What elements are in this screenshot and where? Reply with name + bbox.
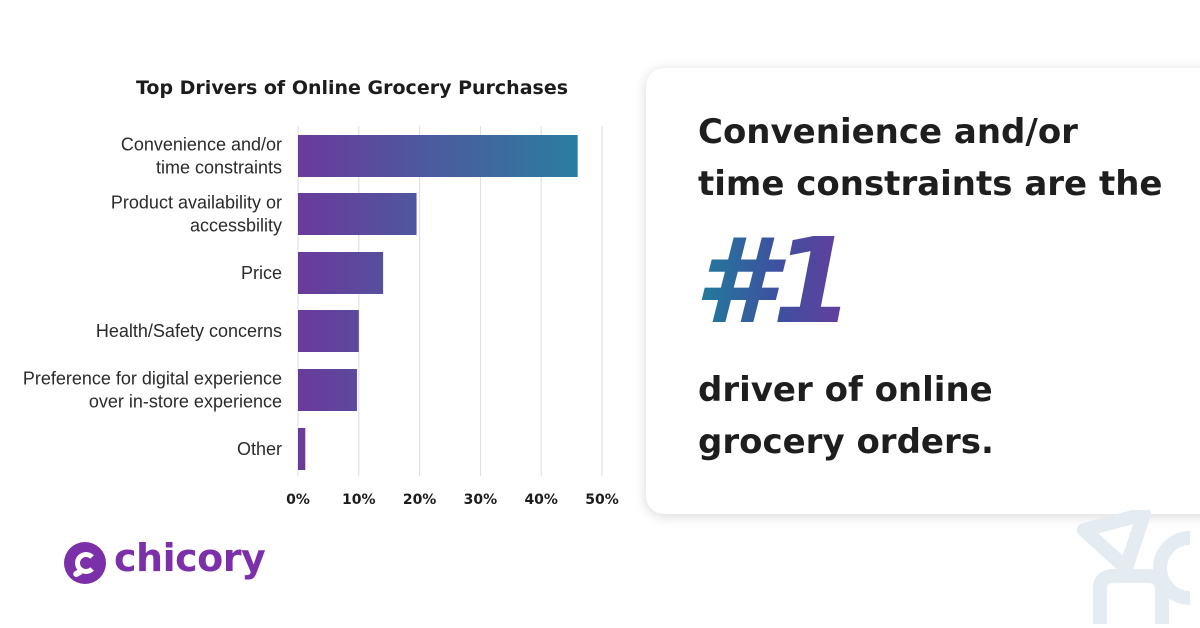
category-label-0: Convenience and/or time constraints [121, 135, 282, 178]
callout-lead-text: Convenience and/or time constraints are … [698, 106, 1162, 210]
bar-4 [298, 369, 357, 411]
tick-label-0: 0% [286, 492, 310, 508]
category-label-3: Health/Safety concerns [96, 321, 282, 341]
callout-lead-line-1: Convenience and/or [698, 112, 1078, 152]
grid-lines [297, 126, 603, 476]
bar-3 [298, 310, 359, 352]
x-axis-tick-labels: 0% 10% 20% 30% 40% 50% [286, 492, 619, 508]
callout-rank: #1 [694, 212, 854, 350]
bars [298, 135, 578, 470]
bar-5 [298, 428, 306, 470]
tick-label-5: 50% [585, 492, 619, 508]
chart-title: Top Drivers of Online Grocery Purchases [136, 77, 568, 99]
callout-tail-line-2: grocery orders. [698, 422, 994, 462]
decorative-arc-shape [1093, 569, 1169, 624]
decorative-ring-shape [1153, 531, 1191, 605]
decorative-triangle-shape [1077, 510, 1151, 575]
category-label-2: Price [241, 263, 282, 283]
bar-1 [298, 193, 417, 235]
bar-2 [298, 252, 384, 294]
category-label-1: Product availability or accessbility [111, 193, 282, 236]
tick-label-1: 10% [342, 492, 376, 508]
callout-lead-line-2: time constraints are the [698, 164, 1163, 204]
category-labels: Convenience and/or time constraints Produc… [23, 135, 282, 460]
decorative-shapes [1077, 510, 1191, 624]
category-label-5: Other [237, 439, 282, 459]
tick-label-3: 30% [464, 492, 498, 508]
tick-label-4: 40% [524, 492, 558, 508]
bar-0 [298, 135, 578, 177]
callout-tail-line-1: driver of online [698, 370, 993, 410]
chicory-logo-text: chicory [114, 536, 266, 580]
chicory-logo-icon [64, 542, 106, 584]
tick-label-2: 20% [403, 492, 437, 508]
callout-tail-text: driver of online grocery orders. [698, 364, 994, 468]
bar-chart: Top Drivers of Online Grocery Purchases … [23, 77, 619, 508]
category-label-4: Preference for digital experience over in… [23, 369, 282, 412]
callout-card: Convenience and/or time constraints are … [646, 68, 1200, 514]
